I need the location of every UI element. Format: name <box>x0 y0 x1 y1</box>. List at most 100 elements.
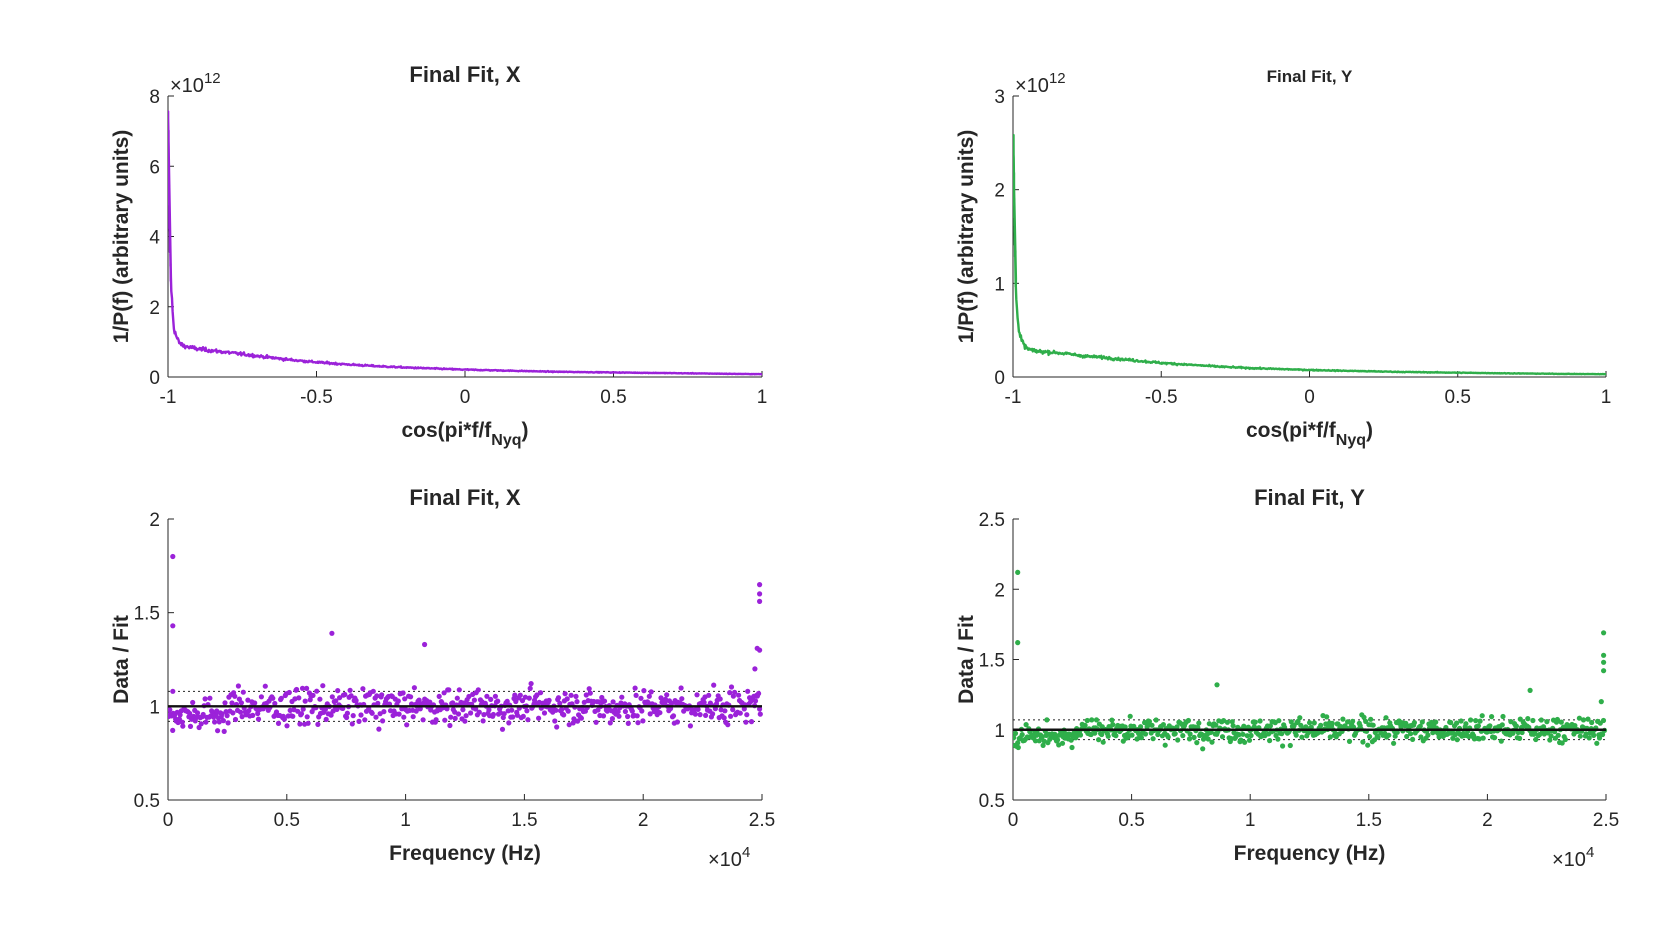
data-point <box>681 708 687 714</box>
x-tick-label: 2.5 <box>1593 810 1619 831</box>
data-point <box>480 718 486 724</box>
data-point <box>1105 733 1111 739</box>
data-point <box>486 707 492 713</box>
data-point <box>272 700 278 707</box>
data-point <box>187 710 193 717</box>
data-point <box>1498 738 1504 744</box>
data-point <box>1340 716 1346 722</box>
data-point <box>202 696 208 702</box>
data-point <box>640 718 646 724</box>
data-point <box>517 692 523 698</box>
data-point <box>220 718 226 724</box>
data-point <box>360 686 366 692</box>
data-point <box>552 718 558 724</box>
data-point <box>1411 720 1417 726</box>
data-point <box>446 687 452 693</box>
data-point <box>622 708 629 715</box>
data-point <box>198 721 204 727</box>
data-point <box>562 691 568 697</box>
data-point <box>1600 731 1606 738</box>
data-point <box>706 692 712 698</box>
data-point <box>278 695 284 701</box>
data-point <box>601 698 608 704</box>
data-point <box>745 688 751 694</box>
data-point <box>1601 652 1607 658</box>
data-point <box>694 692 700 698</box>
x-exponent-label: ×104 <box>708 844 750 871</box>
data-point <box>1368 716 1374 722</box>
data-point <box>1092 730 1098 736</box>
data-point <box>669 700 675 707</box>
data-point <box>411 685 417 691</box>
plot-area <box>168 110 763 376</box>
chart-title: Final Fit, X <box>409 485 521 510</box>
data-point <box>1454 737 1460 743</box>
data-point <box>370 688 376 694</box>
data-point <box>674 719 681 725</box>
data-point <box>509 707 515 713</box>
data-point <box>728 713 734 719</box>
data-point <box>230 710 236 716</box>
data-point <box>1077 732 1084 738</box>
data-point <box>558 707 565 713</box>
data-point <box>648 689 654 695</box>
data-point <box>528 681 534 687</box>
data-point <box>586 686 592 692</box>
x-tick-label: 1 <box>757 387 768 408</box>
data-point <box>721 715 727 721</box>
data-point <box>323 716 329 723</box>
x-tick-label: 0 <box>163 810 174 831</box>
data-point <box>744 712 750 718</box>
data-point <box>329 694 335 700</box>
x-tick-label: 0 <box>1304 387 1315 408</box>
data-point <box>358 712 364 718</box>
data-point <box>402 696 408 702</box>
data-point <box>1186 736 1193 742</box>
data-point <box>748 719 755 725</box>
data-point <box>1477 718 1483 724</box>
data-point <box>561 712 567 718</box>
data-point <box>1267 738 1273 744</box>
data-point <box>427 699 433 705</box>
data-point <box>1425 732 1431 738</box>
data-point <box>600 713 607 719</box>
data-point <box>757 711 763 717</box>
x-tick-label: 2.5 <box>749 810 775 831</box>
data-point <box>1363 718 1369 725</box>
data-point <box>752 698 759 704</box>
data-point <box>1562 736 1568 743</box>
data-point <box>180 723 186 729</box>
data-point <box>270 695 276 701</box>
data-point <box>538 690 544 696</box>
data-point <box>1419 719 1425 725</box>
data-point <box>1244 733 1250 739</box>
data-point <box>1538 717 1544 723</box>
data-point <box>1110 722 1116 728</box>
data-point <box>381 709 387 715</box>
data-point <box>349 721 355 727</box>
data-point <box>1360 739 1366 745</box>
data-point <box>736 692 742 698</box>
data-point <box>1122 724 1128 730</box>
data-point <box>524 708 530 714</box>
data-point <box>223 709 229 715</box>
data-point <box>284 723 290 729</box>
data-point <box>1279 731 1285 737</box>
data-point <box>1082 722 1088 729</box>
data-point <box>362 717 368 723</box>
data-point <box>1391 740 1397 746</box>
x-tick-label: 0 <box>1008 810 1019 831</box>
data-point <box>717 696 723 702</box>
data-point <box>1276 718 1282 724</box>
data-point <box>1394 729 1400 735</box>
data-point <box>701 699 707 705</box>
data-point <box>514 712 521 718</box>
data-point <box>255 716 262 722</box>
data-point <box>711 682 717 688</box>
data-point <box>1480 735 1486 741</box>
data-point <box>1468 717 1474 723</box>
data-point <box>512 692 518 698</box>
data-point <box>232 693 238 699</box>
data-point <box>687 723 694 729</box>
data-point <box>587 690 593 696</box>
